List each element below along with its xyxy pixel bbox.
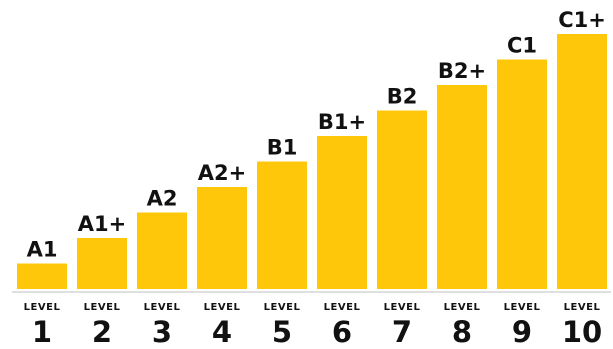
x-tick-label-8: 8 [452, 315, 472, 349]
bar-label-10: C1+ [558, 8, 606, 32]
x-tick-label-10: 10 [562, 315, 602, 349]
x-tick-label-9: 9 [512, 315, 532, 349]
bars-group [17, 34, 607, 289]
bar-level-4 [197, 187, 247, 289]
bar-label-1: A1 [27, 238, 58, 262]
bar-level-10 [557, 34, 607, 289]
x-tick-prefix-10: LEVEL [564, 302, 601, 313]
x-tick-label-4: 4 [212, 315, 232, 349]
x-tick-label-7: 7 [392, 315, 412, 349]
bar-label-9: C1 [507, 34, 537, 58]
bar-level-7 [377, 110, 427, 289]
bar-label-2: A1+ [78, 212, 126, 236]
x-tick-prefix-4: LEVEL [204, 302, 241, 313]
x-tick-label-3: 3 [152, 315, 172, 349]
bar-level-8 [437, 85, 487, 289]
x-tick-prefix-2: LEVEL [84, 302, 121, 313]
bar-label-5: B1 [267, 136, 298, 160]
x-tick-prefix-8: LEVEL [444, 302, 481, 313]
bar-labels-group: A1 A1+ A2 A2+ B1 B1+ B2 B2+ C1 C1+ [27, 8, 606, 262]
x-tick-label-1: 1 [32, 315, 52, 349]
x-tick-prefix-7: LEVEL [384, 302, 421, 313]
bar-level-3 [137, 212, 187, 289]
bar-level-1 [17, 263, 67, 289]
bar-label-4: A2+ [198, 161, 246, 185]
bar-label-8: B2+ [438, 59, 486, 83]
x-tick-prefix-9: LEVEL [504, 302, 541, 313]
x-tick-prefix-3: LEVEL [144, 302, 181, 313]
bar-label-3: A2 [147, 187, 178, 211]
bar-level-5 [257, 161, 307, 289]
bar-level-6 [317, 136, 367, 289]
bar-level-2 [77, 238, 127, 289]
x-tick-prefix-6: LEVEL [324, 302, 361, 313]
x-tick-label-2: 2 [92, 315, 112, 349]
x-tick-label-6: 6 [332, 315, 352, 349]
x-tick-prefix-1: LEVEL [24, 302, 61, 313]
bar-label-7: B2 [387, 85, 418, 109]
x-tick-prefix-5: LEVEL [264, 302, 301, 313]
bar-label-6: B1+ [318, 110, 366, 134]
bar-level-9 [497, 59, 547, 289]
x-tick-labels-group: LEVEL 1 LEVEL 2 LEVEL 3 LEVEL 4 LEVEL 5 LEVEL 6 LEVE… [24, 302, 603, 349]
x-tick-label-5: 5 [272, 315, 292, 349]
